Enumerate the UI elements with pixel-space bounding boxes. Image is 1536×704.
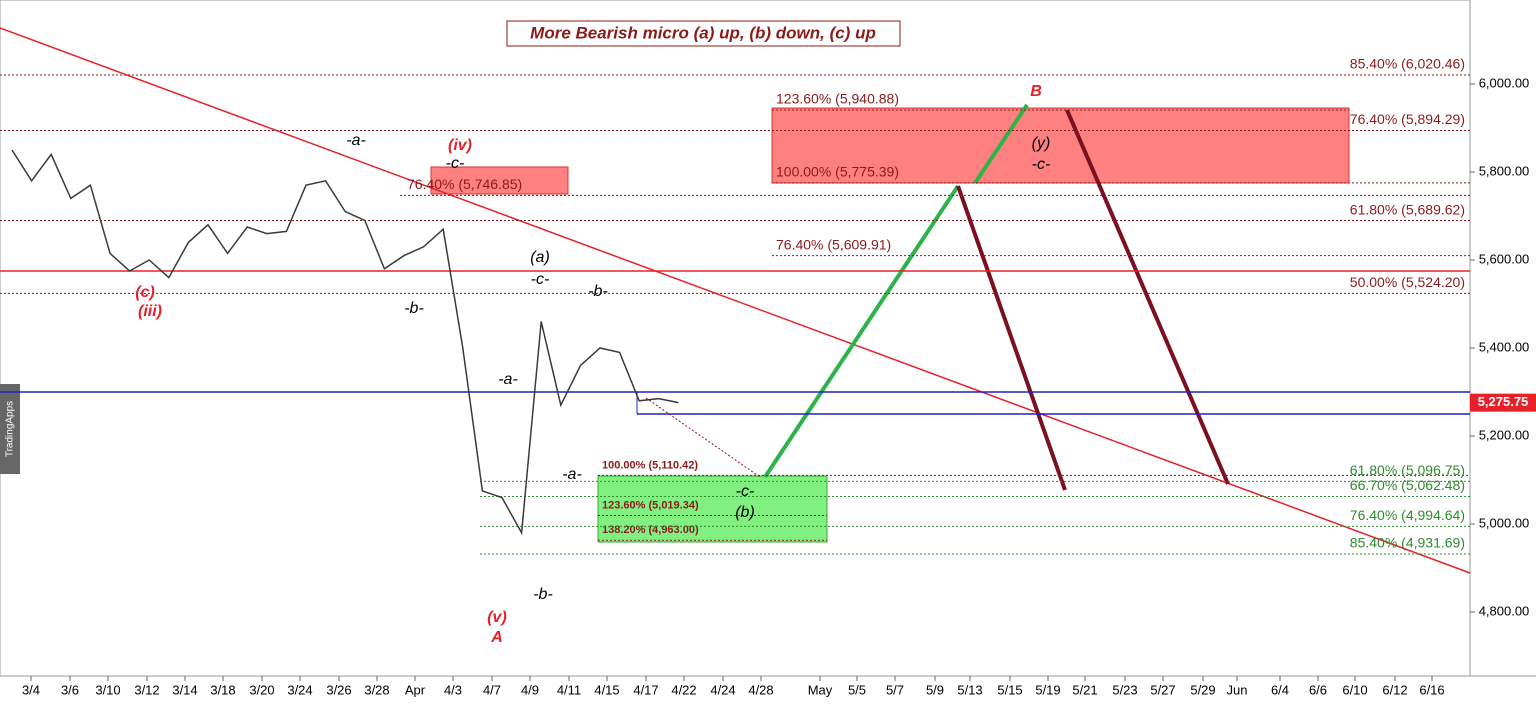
projection (645, 397, 761, 478)
trendline (0, 27, 1471, 574)
x-tick-label: 4/3 (444, 682, 462, 697)
wave-label: -a- (498, 371, 518, 388)
fib-label: 76.40% (5,894.29) (1350, 111, 1465, 127)
wave-label: -a- (346, 132, 366, 149)
y-tick-label: 5,000.00 (1479, 515, 1530, 530)
fib-label: 123.60% (5,940.88) (776, 91, 899, 107)
x-tick-label: Apr (405, 682, 426, 697)
wave-label: -c- (531, 271, 550, 288)
fib-label: 85.40% (6,020.46) (1350, 56, 1465, 72)
wave-label: (iv) (448, 137, 472, 154)
x-tick-label: 5/29 (1190, 682, 1215, 697)
x-tick-label: 4/9 (521, 682, 539, 697)
fib-label: 100.00% (5,775.39) (776, 164, 899, 180)
x-tick-label: 3/24 (287, 682, 312, 697)
fib-label: 76.40% (5,609.91) (776, 236, 891, 252)
x-tick-label: 6/4 (1271, 682, 1289, 697)
y-tick-label: 5,600.00 (1479, 251, 1530, 266)
x-tick-label: 4/7 (483, 682, 501, 697)
x-tick-label: 6/12 (1382, 682, 1407, 697)
fib-label: 85.40% (4,931.69) (1350, 535, 1465, 551)
x-tick-label: 5/13 (957, 682, 982, 697)
title-box (506, 20, 901, 47)
wave-label: A (490, 629, 503, 646)
wave-label: -c- (736, 483, 755, 500)
x-tick-label: 3/10 (95, 682, 120, 697)
x-tick-label: 4/22 (671, 682, 696, 697)
fib-label: 76.40% (5,746.85) (407, 176, 522, 192)
x-tick-label: 3/18 (210, 682, 235, 697)
wave-label: (v) (487, 609, 507, 626)
watermark-tag (0, 384, 20, 474)
x-tick-label: 3/20 (249, 682, 274, 697)
plot-area (0, 0, 1471, 677)
x-tick-label: 3/26 (326, 682, 351, 697)
wave-label: (y) (1032, 135, 1051, 152)
fib-label: 61.80% (5,689.62) (1350, 201, 1465, 217)
x-tick-label: 5/15 (997, 682, 1022, 697)
x-tick-label: 3/12 (134, 682, 159, 697)
path-down (956, 185, 1067, 491)
wave-label: -b- (404, 300, 424, 317)
wave-label: -c- (446, 155, 465, 172)
x-tick-label: 6/16 (1419, 682, 1444, 697)
y-tick-label: 5,800.00 (1479, 163, 1530, 178)
support-zone (597, 475, 828, 543)
watermark: TradingApps (5, 401, 16, 457)
fib-label: 138.20% (4,963.00) (602, 524, 699, 536)
wave-label: -a- (562, 466, 582, 483)
fib-label: 123.60% (5,019.34) (602, 499, 699, 511)
y-tick-label: 5,200.00 (1479, 427, 1530, 442)
fib-label: 66.70% (5,062.48) (1350, 477, 1465, 493)
x-tick-label: 4/28 (748, 682, 773, 697)
x-tick-label: 4/15 (594, 682, 619, 697)
x-tick-label: 4/11 (557, 682, 581, 697)
x-tick-label: 4/24 (710, 682, 735, 697)
x-tick-label: 5/5 (848, 682, 866, 697)
fib-label: 100.00% (5,110.42) (602, 459, 698, 471)
fib-label: 61.80% (5,096.75) (1350, 462, 1465, 478)
path-down (1065, 109, 1230, 485)
chart-title: More Bearish micro (a) up, (b) down, (c)… (530, 23, 876, 42)
x-tick-label: 5/19 (1035, 682, 1060, 697)
x-tick-label: 5/23 (1112, 682, 1137, 697)
x-tick-label: 5/27 (1150, 682, 1175, 697)
wave-label: (c) (135, 284, 155, 301)
path-green (763, 184, 960, 479)
y-tick-label: 5,400.00 (1479, 339, 1530, 354)
fib-label: 76.40% (4,994.64) (1350, 507, 1465, 523)
x-tick-label: 3/28 (364, 682, 389, 697)
x-tick-label: 5/9 (926, 682, 944, 697)
x-tick-label: Jun (1227, 682, 1248, 697)
price-tag-label: 5,275.75 (1478, 394, 1529, 409)
wave-label: (a) (530, 249, 550, 266)
wave-label: -b- (588, 283, 608, 300)
x-tick-label: 5/21 (1072, 682, 1097, 697)
x-tick-label: May (808, 682, 833, 697)
price-tag (1470, 393, 1536, 412)
y-tick-label: 6,000.00 (1479, 75, 1530, 90)
wave-label: (iii) (138, 303, 162, 320)
x-tick-label: 3/6 (61, 682, 79, 697)
wave-label: -c- (1032, 156, 1051, 173)
price-line (11, 149, 679, 536)
path-green (973, 103, 1029, 185)
target-zone (771, 107, 1350, 184)
x-tick-label: 3/14 (172, 682, 197, 697)
fib-label: 50.00% (5,524.20) (1350, 274, 1465, 290)
wave-label: (b) (735, 504, 755, 521)
x-tick-label: 6/6 (1309, 682, 1327, 697)
x-tick-label: 6/10 (1342, 682, 1367, 697)
x-tick-label: 4/17 (633, 682, 658, 697)
x-tick-label: 5/7 (886, 682, 904, 697)
small-zone (430, 166, 569, 195)
wave-label: B (1030, 83, 1042, 100)
y-tick-label: 4,800.00 (1479, 603, 1530, 618)
x-tick-label: 3/4 (22, 682, 40, 697)
wave-label: -b- (533, 586, 553, 603)
